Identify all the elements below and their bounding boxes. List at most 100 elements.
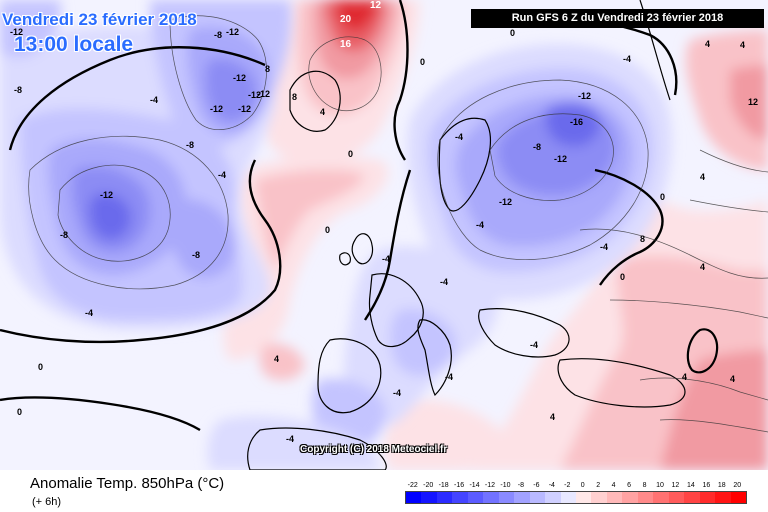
contour-label: -4: [382, 254, 390, 264]
contour-label: 8: [640, 234, 645, 244]
cold-field-atlantic-6: [172, 199, 236, 279]
scale-color-swatch: [606, 492, 623, 503]
scale-color-swatch: [483, 492, 499, 503]
contour-label: -4: [393, 388, 401, 398]
scale-tick-label: 20: [733, 482, 742, 489]
contour-label: -12: [238, 104, 251, 114]
contour-label: 0: [420, 57, 425, 67]
scale-color-swatch: [622, 492, 638, 503]
scale-tick-label: -22: [407, 482, 418, 489]
contour-label: 4: [320, 107, 325, 117]
contour-label: 4: [730, 374, 735, 384]
warm-field-atlantic-3: [259, 343, 305, 381]
contour-label: 0: [38, 362, 43, 372]
warm-field-greenland-5: [335, 0, 378, 31]
cold-field-greenland-west: [0, 0, 61, 58]
scale-tick-label: -4: [548, 482, 555, 489]
thin-isolines: [28, 15, 768, 433]
scale-color-swatch: [575, 492, 592, 503]
contour-label: 4: [274, 354, 279, 364]
scale-color-swatch: [452, 492, 468, 503]
scale-tick-label: -14: [469, 482, 480, 489]
contour-label: -4: [85, 308, 93, 318]
color-scale-labels: -22 -20 -18 -16 -14 -12 -10 -8 -6 -4 -2 0 2 4 6 8 10 12 14…: [405, 481, 745, 490]
warm-field-caspian: [660, 350, 768, 470]
contour-label: 4: [550, 412, 555, 422]
warm-field-med: [384, 399, 500, 470]
contour-label: 8: [292, 92, 297, 102]
scale-tick-label: 18: [717, 482, 726, 489]
contour-label: 0: [510, 28, 515, 38]
contour-label: 20: [340, 14, 352, 25]
contour-label: -16: [570, 117, 583, 127]
scale-tick-label: 8: [642, 482, 647, 489]
contour-label: 4: [682, 372, 687, 382]
scale-tick-label: 0: [580, 482, 585, 489]
scale-tick-label: 16: [702, 482, 711, 489]
scale-color-swatch: [498, 492, 515, 503]
contour-label: 0: [620, 272, 625, 282]
scale-tick-label: 4: [611, 482, 616, 489]
contour-label: -4: [440, 277, 448, 287]
contour-label: 12: [748, 97, 758, 107]
contour-label: -4: [600, 242, 608, 252]
scale-color-swatch: [730, 492, 746, 503]
zero-isolines: [0, 0, 678, 432]
contour-label: 0: [325, 225, 330, 235]
scale-tick-label: -2: [564, 482, 571, 489]
contour-label: -8: [60, 230, 68, 240]
scale-tick-label: 10: [656, 482, 664, 489]
contour-label: 4: [700, 172, 705, 182]
scale-color-swatch: [514, 492, 530, 503]
scale-tick-label: -10: [500, 482, 511, 489]
contour-label: -8: [533, 142, 541, 152]
scale-color-swatch: [467, 492, 484, 503]
contour-label: -12: [257, 89, 270, 99]
scale-tick-label: -12: [484, 482, 496, 489]
cold-field-europe-2: [390, 308, 456, 376]
contour-label: 4: [740, 40, 745, 50]
cold-field-labrador-3: [205, 58, 257, 122]
cold-anomaly-fields: [0, 0, 672, 470]
cold-field-northafrica: [207, 416, 380, 470]
legend-panel: Anomalie Temp. 850hPa (°C) (+ 6h) -22 -20…: [0, 470, 768, 512]
contour-label: 12: [370, 0, 382, 11]
scale-tick-label: 12: [671, 482, 680, 489]
contour-label: -12: [578, 91, 591, 101]
warm-field-ne: [685, 30, 768, 170]
contour-label: 4: [705, 39, 710, 49]
contour-label: -4: [623, 54, 631, 64]
contour-label: -4: [286, 434, 294, 444]
contour-label: -12: [226, 27, 239, 37]
scale-tick-label: 6: [627, 482, 632, 489]
scale-color-swatch: [545, 492, 561, 503]
scale-tick-label: 2: [596, 482, 601, 489]
scale-color-swatch: [560, 492, 576, 503]
contour-label: -12: [233, 73, 246, 83]
warm-field-atlantic-2: [255, 169, 365, 270]
contour-label: -8: [186, 140, 194, 150]
cold-field-atlantic-5: [89, 193, 132, 240]
contour-label: -12: [100, 190, 113, 200]
contour-label: -8: [214, 30, 222, 40]
contour-label: -12: [554, 154, 567, 164]
contour-label: 4: [700, 262, 705, 272]
scale-tick-label: -8: [517, 482, 525, 489]
scale-color-swatch: [668, 492, 685, 503]
contour-label: 0: [17, 407, 22, 417]
scale-color-swatch: [591, 492, 607, 503]
scale-color-swatch: [436, 492, 453, 503]
scale-color-swatch: [637, 492, 654, 503]
contour-label: -4: [476, 220, 484, 230]
warm-anomaly-fields: [223, 0, 768, 470]
warm-field-ne-2: [730, 65, 768, 140]
scale-tick-label: -18: [438, 482, 449, 489]
scale-tick-label: -16: [454, 482, 465, 489]
scale-color-swatch: [715, 492, 731, 503]
contour-label: -8: [192, 250, 200, 260]
scale-color-swatch: [529, 492, 546, 503]
contour-label: 8: [265, 64, 270, 74]
contour-label: 0: [348, 149, 353, 159]
lead-time-label: (+ 6h): [32, 496, 62, 508]
contour-label: -12: [248, 90, 261, 100]
